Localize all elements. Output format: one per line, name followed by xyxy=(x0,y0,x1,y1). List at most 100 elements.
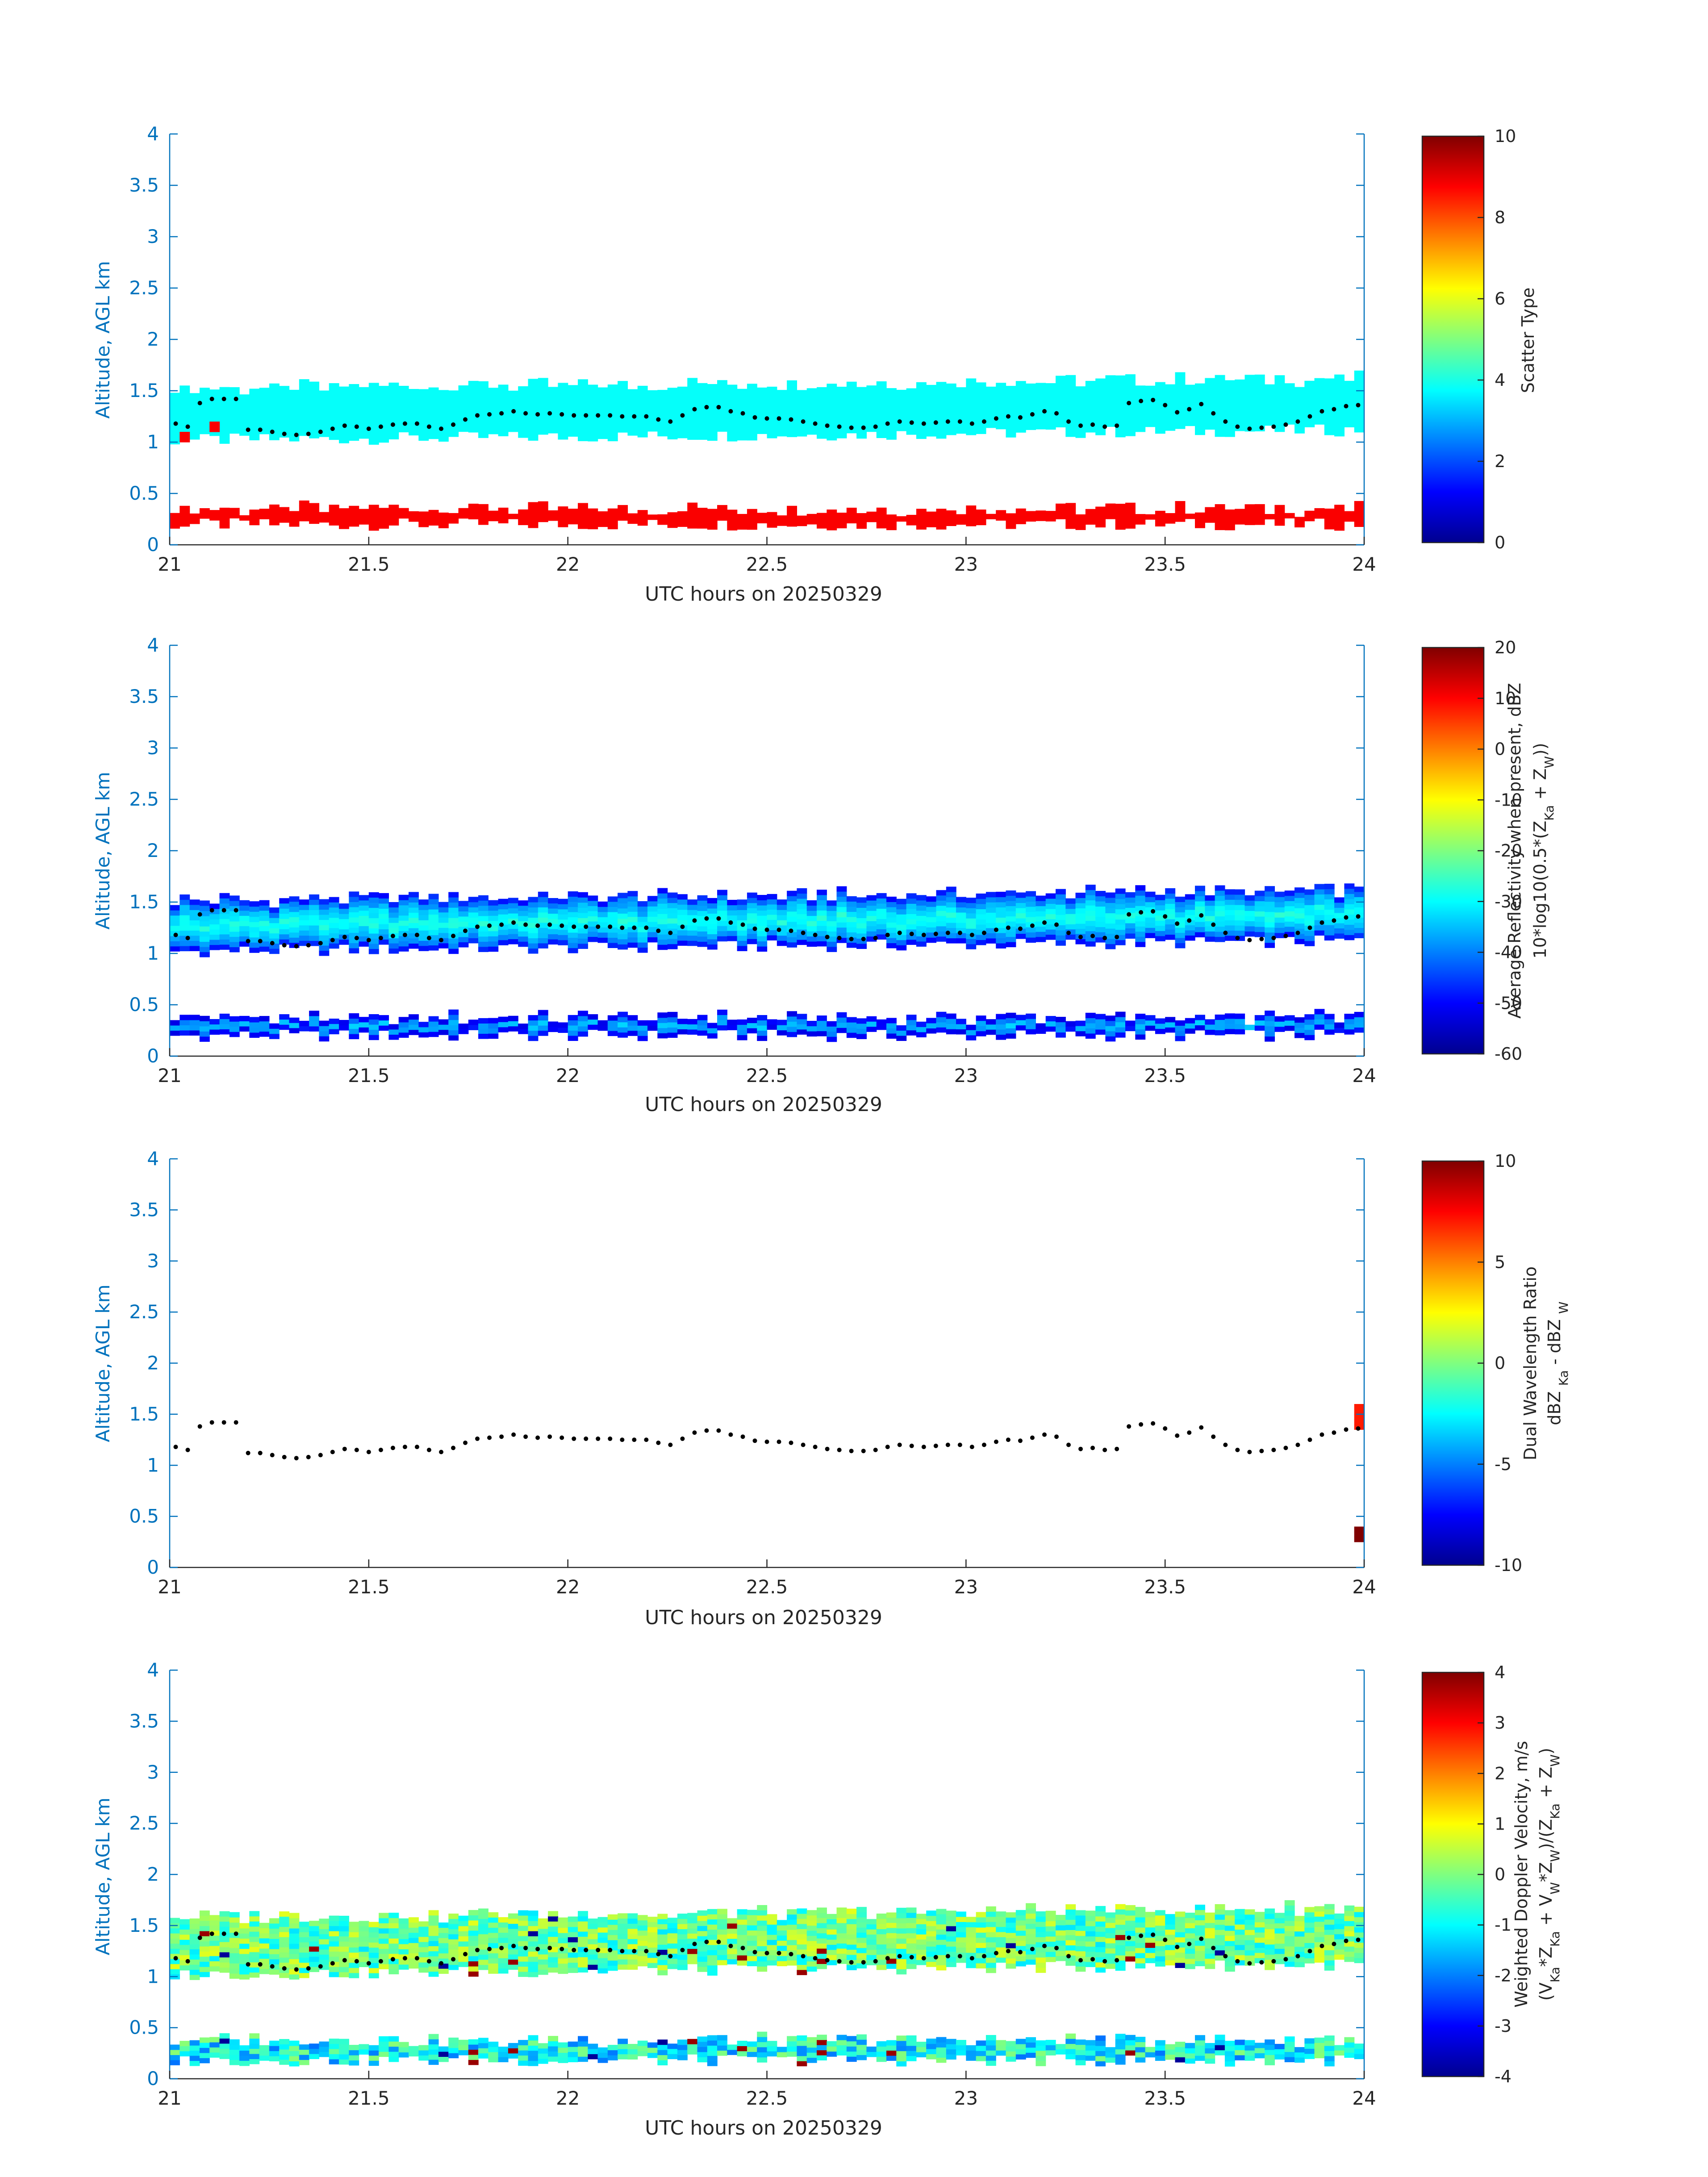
heatmap-cell xyxy=(568,1968,578,1973)
heatmap-cell xyxy=(637,911,648,917)
heatmap-cell xyxy=(1254,896,1265,902)
heatmap-cell xyxy=(1205,507,1215,513)
heatmap-cell xyxy=(886,922,897,928)
cloud-top-point xyxy=(752,1438,757,1443)
heatmap-cell xyxy=(607,1020,618,1026)
heatmap-cell xyxy=(1235,1909,1245,1914)
heatmap-cell xyxy=(976,1922,986,1928)
cloud-top-point xyxy=(969,421,974,426)
heatmap-cell xyxy=(538,902,548,907)
heatmap-cell xyxy=(259,403,270,409)
heatmap-cell xyxy=(568,431,578,437)
heatmap-cell xyxy=(538,511,548,517)
heatmap-cell xyxy=(757,1946,768,1951)
heatmap-cell xyxy=(329,928,339,933)
heatmap-cell xyxy=(1006,1018,1016,1024)
heatmap-cell xyxy=(806,519,817,525)
heatmap-cell xyxy=(846,1022,857,1028)
heatmap-cell xyxy=(806,921,817,927)
heatmap-cell xyxy=(528,928,539,933)
heatmap-cell xyxy=(468,938,479,944)
heatmap-cell xyxy=(1026,511,1036,517)
heatmap-cell xyxy=(528,933,539,939)
heatmap-cell xyxy=(418,925,429,931)
heatmap-cell xyxy=(1026,1019,1036,1024)
heatmap-cell xyxy=(359,1926,369,1931)
heatmap-cell xyxy=(458,1921,469,1926)
heatmap-cell xyxy=(329,419,339,425)
heatmap-cell xyxy=(1215,1955,1225,1961)
heatmap-cell xyxy=(1344,511,1355,517)
heatmap-cell xyxy=(597,911,608,917)
heatmap-cell xyxy=(1224,1946,1235,1951)
heatmap-cell xyxy=(886,912,897,918)
heatmap-cell xyxy=(339,417,349,423)
heatmap-cell xyxy=(1036,1947,1046,1953)
heatmap-cell xyxy=(468,1925,479,1931)
heatmap-cell xyxy=(966,944,977,949)
heatmap-cell xyxy=(936,413,947,418)
heatmap-cell xyxy=(458,1961,469,1967)
heatmap-cell xyxy=(538,1918,548,1924)
heatmap-cell xyxy=(1105,1036,1116,1042)
heatmap-cell xyxy=(876,518,887,523)
heatmap-cell xyxy=(1205,895,1215,901)
heatmap-cell xyxy=(1314,1937,1325,1943)
heatmap-cell xyxy=(488,388,499,393)
heatmap-cell xyxy=(349,415,359,421)
heatmap-cell xyxy=(1324,414,1335,420)
heatmap-cell xyxy=(827,384,837,389)
heatmap-cell xyxy=(1244,380,1255,385)
heatmap-cell xyxy=(180,511,190,517)
heatmap-cell xyxy=(1095,522,1106,528)
heatmap-cell xyxy=(199,1915,210,1921)
heatmap-cell xyxy=(618,893,628,898)
heatmap-cell xyxy=(568,912,578,918)
heatmap-cell xyxy=(956,1922,966,1927)
heatmap-cell xyxy=(269,520,280,526)
heatmap-cell xyxy=(528,1931,539,1936)
heatmap-cell xyxy=(1095,932,1106,938)
heatmap-cell xyxy=(747,389,757,394)
heatmap-cell xyxy=(687,1918,698,1923)
heatmap-cell xyxy=(936,931,947,937)
heatmap-cell xyxy=(498,389,509,395)
heatmap-cell xyxy=(199,911,210,916)
heatmap-cell xyxy=(1145,897,1156,903)
heatmap-cell xyxy=(827,520,837,526)
heatmap-cell xyxy=(1015,933,1026,939)
heatmap-cell xyxy=(209,1925,220,1931)
heatmap-cell xyxy=(1075,913,1086,919)
heatmap-cell xyxy=(846,1017,857,1023)
heatmap-cell xyxy=(229,392,240,398)
heatmap-cell xyxy=(1215,1930,1225,1935)
heatmap-cell xyxy=(1015,396,1026,402)
heatmap-cell xyxy=(538,1944,548,1950)
heatmap-cell xyxy=(329,1921,339,1926)
heatmap-cell xyxy=(1165,1924,1176,1930)
heatmap-cell xyxy=(976,423,986,429)
heatmap-cell xyxy=(1155,1930,1165,1936)
heatmap-cell xyxy=(876,401,887,407)
heatmap-cell xyxy=(717,936,727,942)
heatmap-cell xyxy=(189,398,200,404)
heatmap-cell xyxy=(219,423,230,429)
heatmap-cell xyxy=(1065,1945,1076,1951)
dwr-colorbar-label-line1: Dual Wavelength Ratio xyxy=(1520,1266,1540,1460)
heatmap-cell xyxy=(1224,525,1235,531)
heatmap-cell xyxy=(757,1920,768,1926)
heatmap-cell xyxy=(418,1947,429,1952)
heatmap-cell xyxy=(777,1030,787,1036)
heatmap-cell xyxy=(1344,929,1355,935)
heatmap-cell xyxy=(1284,383,1295,389)
heatmap-cell xyxy=(458,411,469,417)
heatmap-cell xyxy=(1284,890,1295,896)
heatmap-cell xyxy=(468,380,479,386)
heatmap-cell xyxy=(1304,386,1315,392)
cloud-top-point xyxy=(1066,1442,1071,1447)
heatmap-cell xyxy=(1155,1941,1165,1946)
heatmap-cell xyxy=(170,1969,180,1975)
heatmap-cell xyxy=(269,404,280,409)
heatmap-cell xyxy=(597,1943,608,1948)
heatmap-cell xyxy=(797,1939,807,1945)
